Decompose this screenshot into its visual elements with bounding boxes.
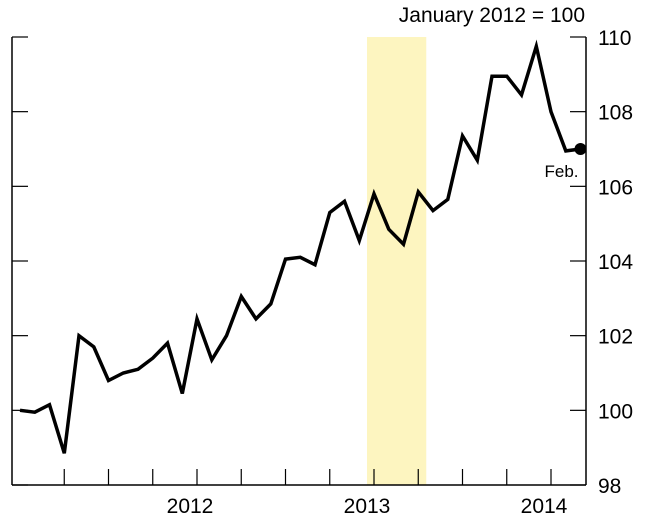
y-tick-label: 100 bbox=[598, 400, 633, 423]
y-tick-label: 108 bbox=[598, 102, 633, 125]
y-tick-label: 104 bbox=[598, 251, 633, 274]
y-tick-label: 110 bbox=[598, 27, 631, 50]
x-tick-label: 2012 bbox=[167, 495, 214, 516]
y-tick-label: 106 bbox=[598, 176, 633, 199]
y-tick-label: 98 bbox=[598, 475, 621, 498]
series-line bbox=[19, 39, 581, 454]
y-tick-label: 102 bbox=[598, 326, 633, 349]
x-tick-label: 2014 bbox=[521, 495, 568, 516]
last-data-point bbox=[574, 143, 587, 155]
last-point-label: Feb. bbox=[544, 162, 578, 181]
index-base-note: January 2012 = 100 bbox=[399, 4, 585, 27]
shaded-period-band bbox=[367, 37, 427, 485]
x-tick-label: 2013 bbox=[344, 495, 391, 516]
